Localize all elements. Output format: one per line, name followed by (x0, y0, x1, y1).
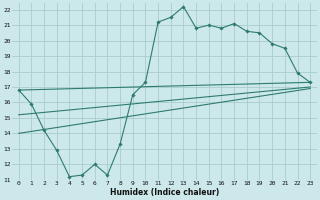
X-axis label: Humidex (Indice chaleur): Humidex (Indice chaleur) (110, 188, 219, 197)
